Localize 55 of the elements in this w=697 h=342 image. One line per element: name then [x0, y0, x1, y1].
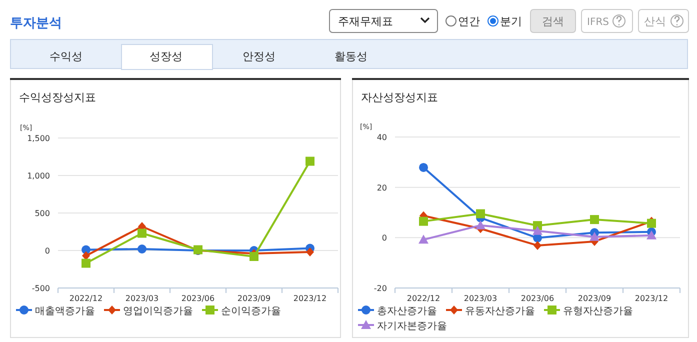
point	[419, 216, 428, 226]
point	[250, 252, 258, 261]
text: 검색	[542, 15, 564, 28]
point	[590, 215, 599, 224]
point	[418, 234, 428, 244]
text: 성장성	[150, 50, 182, 63]
y-tick-label: 40	[376, 133, 387, 142]
y-tick-label: 0	[382, 234, 387, 243]
point	[419, 162, 428, 172]
x-tick-label: 2022/12	[406, 294, 440, 303]
legend-label: 순이익증가율	[221, 306, 281, 317]
y-tick-label: -20	[374, 284, 387, 293]
point	[138, 244, 146, 254]
point	[534, 240, 542, 250]
legend-label: 영업이익증가율	[123, 306, 193, 317]
y-tick-label: 1,500	[27, 134, 50, 143]
text: 주재무제표	[338, 15, 393, 28]
legend-label: 매출액증가율	[35, 306, 95, 317]
text: 산식	[644, 15, 666, 28]
text: 투자분석	[10, 16, 62, 31]
point	[306, 248, 314, 256]
x-tick-label: 2023/09	[578, 294, 612, 303]
chart-title: 자산성장성지표	[361, 91, 438, 104]
point	[82, 258, 90, 268]
text: 분기	[500, 15, 522, 28]
text: 수익성	[50, 50, 82, 63]
point	[476, 220, 486, 230]
text: 안정성	[242, 50, 276, 63]
legend-label: 총자산증가율	[377, 306, 437, 317]
x-tick-label: 2022/12	[69, 294, 103, 303]
y-tick-label: 20	[376, 183, 387, 192]
x-tick-label: 2023/06	[520, 294, 554, 303]
y-tick-label: 500	[34, 209, 50, 218]
legend-label: 유형자산증가율	[563, 306, 633, 317]
x-tick-label: 2023/12	[634, 294, 668, 303]
text: 활동성	[334, 50, 368, 63]
point	[590, 232, 600, 241]
point	[138, 228, 146, 238]
text: IFRS	[587, 17, 609, 28]
point	[476, 209, 485, 218]
y-tick-label: -500	[32, 284, 50, 293]
legend-label: 자기자본증가율	[377, 321, 447, 332]
x-tick-label: 2023/06	[181, 294, 215, 303]
text: 연간	[458, 15, 480, 28]
x-tick-label: 2023/03	[125, 294, 159, 303]
legend-label: 유동자산증가율	[465, 306, 535, 317]
x-tick-label: 2023/12	[293, 294, 327, 303]
point	[646, 230, 656, 240]
x-tick-label: 2023/03	[464, 294, 498, 303]
point	[532, 226, 542, 235]
x-tick-label: 2023/09	[237, 294, 271, 303]
point	[306, 156, 314, 166]
y-tick-label: 0	[44, 246, 50, 256]
chart-title: 수익성장성지표	[19, 91, 96, 104]
y-tick-label: 1,000	[27, 172, 50, 180]
